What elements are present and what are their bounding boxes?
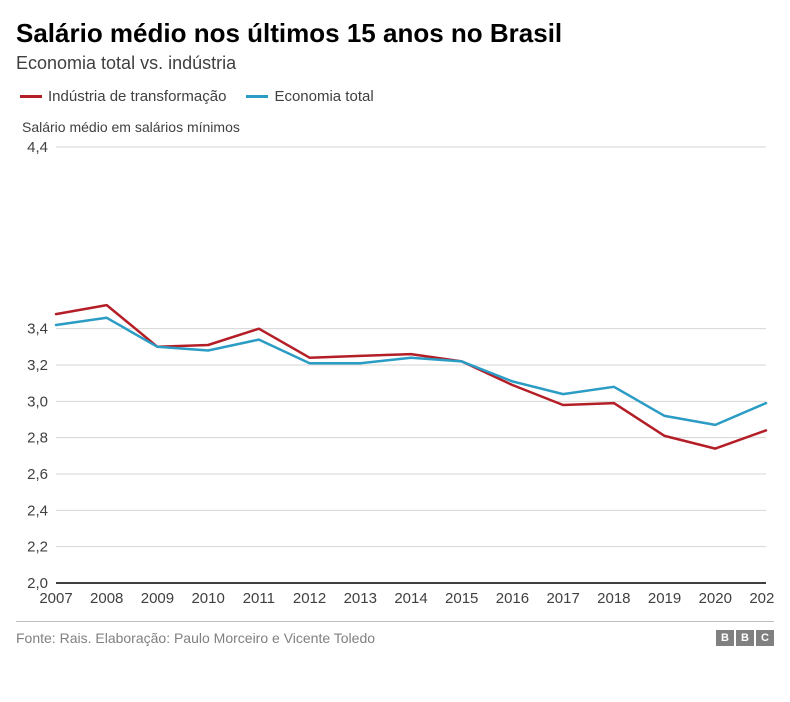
legend-label-industria: Indústria de transformação (48, 88, 226, 105)
svg-text:2017: 2017 (546, 590, 579, 607)
svg-text:3,0: 3,0 (27, 393, 48, 410)
svg-text:2015: 2015 (445, 590, 478, 607)
y-axis-label: Salário médio em salários mínimos (22, 119, 774, 135)
bbc-logo-b1: B (716, 630, 734, 646)
svg-text:3,4: 3,4 (27, 321, 48, 338)
svg-text:2018: 2018 (597, 590, 630, 607)
svg-text:2010: 2010 (191, 590, 224, 607)
svg-text:2007: 2007 (39, 590, 72, 607)
svg-text:2,4: 2,4 (27, 502, 48, 519)
legend-label-economia: Economia total (274, 88, 373, 105)
legend: Indústria de transformação Economia tota… (20, 88, 774, 105)
footer: Fonte: Rais. Elaboração: Paulo Morceiro … (16, 621, 774, 646)
legend-item-industria: Indústria de transformação (20, 88, 226, 105)
svg-text:2,8: 2,8 (27, 430, 48, 447)
bbc-logo-b2: B (736, 630, 754, 646)
svg-text:4,4: 4,4 (27, 139, 48, 156)
svg-text:2020: 2020 (699, 590, 732, 607)
svg-text:2,2: 2,2 (27, 539, 48, 556)
svg-text:2013: 2013 (344, 590, 377, 607)
source-text: Fonte: Rais. Elaboração: Paulo Morceiro … (16, 630, 375, 646)
chart-subtitle: Economia total vs. indústria (16, 53, 774, 74)
svg-text:3,2: 3,2 (27, 357, 48, 374)
svg-text:2009: 2009 (141, 590, 174, 607)
svg-text:2014: 2014 (394, 590, 427, 607)
line-chart-svg: 2,02,22,42,62,83,03,23,44,42007200820092… (16, 139, 774, 609)
svg-text:2016: 2016 (496, 590, 529, 607)
chart-container: Salário médio nos últimos 15 anos no Bra… (0, 0, 790, 702)
chart-title: Salário médio nos últimos 15 anos no Bra… (16, 18, 774, 49)
legend-swatch-economia (246, 95, 268, 98)
svg-text:2008: 2008 (90, 590, 123, 607)
legend-swatch-industria (20, 95, 42, 98)
plot-area: 2,02,22,42,62,83,03,23,44,42007200820092… (16, 139, 774, 609)
svg-text:2,6: 2,6 (27, 466, 48, 483)
svg-text:2021: 2021 (749, 590, 774, 607)
bbc-logo: B B C (716, 630, 774, 646)
legend-item-economia: Economia total (246, 88, 373, 105)
svg-text:2011: 2011 (243, 590, 275, 607)
bbc-logo-c: C (756, 630, 774, 646)
svg-text:2019: 2019 (648, 590, 681, 607)
svg-text:2012: 2012 (293, 590, 326, 607)
